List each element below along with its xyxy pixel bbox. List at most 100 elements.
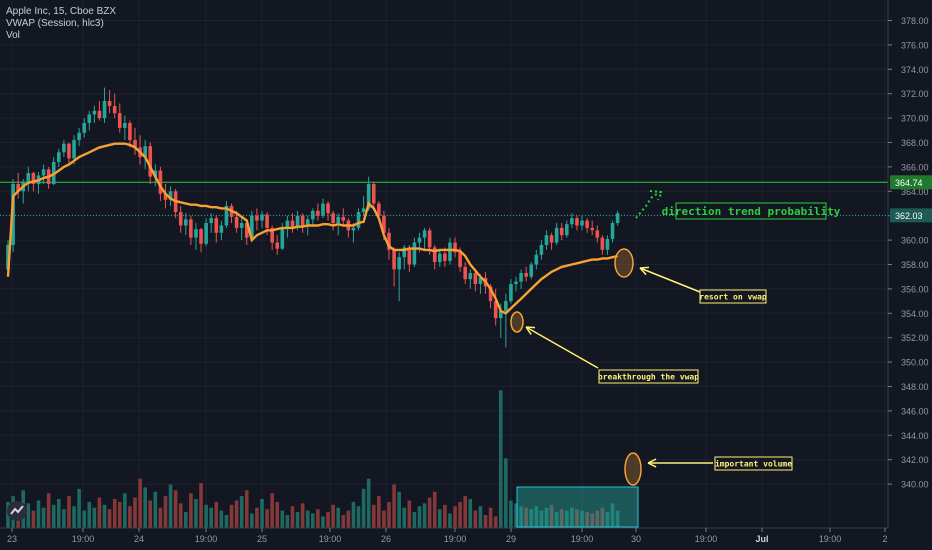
candle-body — [600, 237, 605, 250]
vwap-indicator-label[interactable]: VWAP (Session, hlc3) — [6, 18, 104, 29]
candle-body — [361, 208, 366, 213]
candle-body — [300, 215, 305, 226]
candle-body — [468, 273, 473, 280]
volume-bar — [194, 499, 198, 528]
volume-bar — [31, 510, 36, 528]
volume-bar — [234, 500, 239, 528]
price-label-box — [890, 175, 932, 190]
y-tick-label: 346.00 — [901, 406, 929, 416]
volume-indicator-label[interactable]: Vol — [6, 30, 20, 41]
candle-body — [493, 301, 498, 319]
candle-body — [199, 229, 203, 244]
volume-bar — [336, 507, 340, 528]
resort-arrow-head — [639, 266, 650, 276]
candle-body — [514, 281, 518, 285]
volume-bar — [575, 509, 579, 528]
volume-bar — [280, 510, 285, 528]
candle-body — [524, 273, 528, 277]
x-tick-label: 25 — [257, 534, 267, 544]
volume-bar — [544, 507, 549, 528]
candle-body — [204, 223, 208, 244]
price-axis — [888, 0, 932, 550]
candle-body — [427, 230, 432, 248]
candle-body — [102, 101, 107, 119]
candle-body — [117, 113, 122, 128]
price-label-text: 362.03 — [895, 211, 923, 221]
candle-body — [62, 143, 66, 153]
volume-bar — [117, 501, 122, 528]
y-tick-label: 366.00 — [901, 162, 929, 172]
candle-body — [178, 212, 183, 226]
y-tick-label: 352.00 — [901, 333, 929, 343]
volume-bar — [51, 504, 56, 528]
volume-bar — [163, 496, 168, 528]
volume-bar — [62, 509, 66, 528]
volume-annotation-text: important volume — [715, 458, 792, 468]
candle-body — [148, 146, 153, 177]
volume-bar — [36, 500, 41, 528]
volume-bar — [57, 499, 61, 528]
volume-bar — [453, 506, 457, 528]
volume-bar — [448, 513, 452, 528]
breakthrough-arrow-head — [525, 326, 536, 335]
candle-body — [478, 277, 483, 285]
candle-body — [6, 244, 10, 270]
volume-bar — [427, 497, 432, 528]
candle-body — [585, 220, 589, 228]
volume-bar — [82, 510, 86, 528]
x-tick-label: 24 — [134, 534, 144, 544]
volume-bar — [41, 507, 46, 528]
x-tick-label: 26 — [381, 534, 391, 544]
volume-annotation-box — [714, 456, 793, 471]
volume-bar — [361, 488, 366, 528]
volume-bar — [87, 501, 92, 528]
volume-bar — [331, 504, 335, 528]
candle-body — [549, 235, 554, 243]
candle-body — [331, 213, 335, 224]
volume-bar — [184, 512, 188, 528]
volume-bar — [316, 509, 320, 528]
candle-body — [82, 122, 86, 133]
volume-bar — [214, 501, 219, 528]
volume-bar — [493, 516, 498, 528]
y-tick-label: 356.00 — [901, 284, 929, 294]
volume-bar — [356, 506, 361, 528]
candle-body — [458, 252, 462, 267]
candle-body — [285, 220, 290, 228]
volume-bar — [559, 509, 564, 528]
volume-annotation: important volume — [714, 456, 793, 471]
candle-body — [57, 152, 61, 163]
candle-body — [87, 114, 92, 123]
symbol-title[interactable]: Apple Inc, 15, Cboe BZX — [6, 6, 117, 17]
x-tick-label: 29 — [506, 534, 516, 544]
breakthrough-annotation: breakthrough the vwap — [598, 369, 699, 384]
candle-body — [438, 253, 442, 263]
volume-bar — [539, 510, 544, 528]
y-tick-label: 370.00 — [901, 114, 929, 124]
candle-body — [575, 218, 579, 226]
breakthrough-arrow — [525, 326, 599, 369]
trend-annotation-box — [675, 202, 827, 220]
volume-bar — [366, 478, 371, 528]
volume-bar — [554, 512, 559, 528]
candle-body — [112, 105, 117, 114]
x-tick-label: Jul — [755, 534, 768, 544]
volume-bar — [92, 507, 97, 528]
candle-body — [72, 140, 76, 159]
price-label-box — [890, 208, 932, 223]
volume-bar — [112, 499, 117, 528]
trend-arrow — [635, 191, 661, 219]
volume-bar — [504, 458, 508, 528]
candle-body — [168, 191, 173, 200]
volume-bar — [524, 507, 528, 528]
candle-body — [366, 183, 371, 209]
candle-body — [92, 110, 97, 115]
candle-body — [224, 205, 229, 226]
volume-bar — [199, 483, 203, 528]
x-tick-label: 19:00 — [72, 534, 95, 544]
candle-body — [397, 257, 401, 270]
volume-bar — [229, 504, 234, 528]
volume-bar — [351, 501, 356, 528]
candle-body — [565, 224, 569, 236]
